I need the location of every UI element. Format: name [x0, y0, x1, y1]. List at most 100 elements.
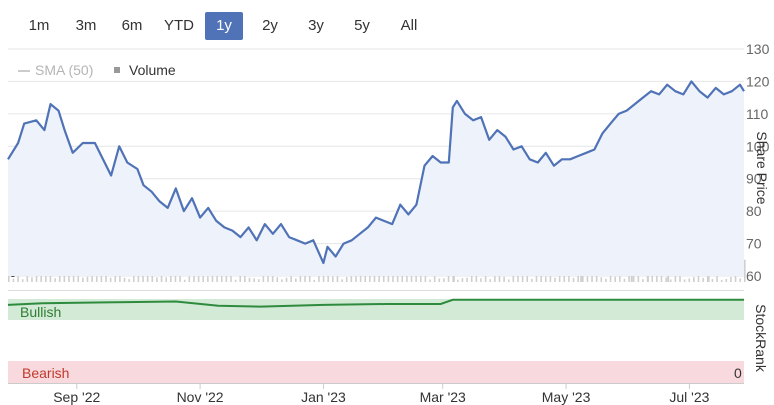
price-line	[7, 80, 745, 265]
volume-bar	[503, 276, 505, 282]
volume-bar	[628, 271, 630, 282]
range-button-3y[interactable]: 3y	[308, 17, 324, 34]
volume-bar	[739, 278, 741, 282]
volume-bar	[605, 278, 607, 282]
legend-item-volume[interactable]: Volume	[114, 62, 176, 78]
stockrank-zero-label: 0	[734, 365, 742, 381]
volume-bar	[253, 278, 255, 282]
volume-bar	[100, 270, 103, 282]
price-tick-label: 60	[746, 268, 762, 284]
volume-bar	[31, 277, 33, 282]
volume-bar	[132, 275, 135, 282]
volume-bar	[8, 275, 10, 282]
volume-bar	[146, 275, 149, 282]
volume-bar	[234, 279, 237, 282]
volume-bar	[443, 278, 445, 282]
volume-bar	[299, 273, 302, 282]
volume-bar	[179, 273, 181, 282]
price-tick-label: 110	[746, 106, 769, 122]
volume-bar	[202, 270, 205, 282]
range-button-5y[interactable]: 5y	[354, 17, 370, 34]
volume-bar	[730, 276, 732, 282]
volume-bar	[581, 270, 584, 282]
volume-bar	[494, 275, 496, 282]
volume-bar	[63, 272, 66, 282]
volume-bar	[572, 277, 575, 282]
volume-bar	[82, 277, 84, 282]
bearish-zone	[8, 361, 744, 383]
volume-bar	[568, 275, 570, 282]
range-button-ytd[interactable]: YTD	[164, 17, 194, 34]
volume-bar	[142, 275, 144, 282]
volume-bar	[489, 279, 492, 282]
range-button-all[interactable]: All	[400, 17, 418, 34]
stockrank-axis-title: StockRank	[753, 304, 769, 372]
volume-bar	[521, 275, 524, 282]
volume-bar	[693, 276, 695, 282]
volume-bar	[211, 275, 214, 282]
price-tick-label: 100	[746, 138, 770, 154]
volume-bar	[392, 270, 394, 282]
volume-bar	[54, 278, 56, 282]
volume-bar	[350, 273, 353, 282]
volume-bar	[554, 277, 556, 282]
volume-bar	[285, 277, 288, 282]
volume-bar	[26, 274, 29, 282]
volume-bar	[475, 276, 478, 282]
volume-bar	[637, 273, 640, 282]
volume-bar	[711, 279, 714, 282]
volume-bar	[702, 277, 704, 282]
volume-bar	[341, 279, 343, 282]
volume-bar	[697, 274, 700, 282]
volume-bar	[642, 279, 644, 282]
legend-item-sma[interactable]: SMA (50)	[18, 62, 93, 78]
volume-bar	[239, 272, 242, 282]
volume-bar	[49, 274, 52, 282]
volume-bar	[105, 271, 107, 282]
range-button-2y[interactable]: 2y	[262, 17, 278, 34]
volume-bar	[109, 277, 112, 282]
volume-bar	[359, 270, 362, 282]
volume-bar	[651, 270, 654, 282]
volume-bar	[498, 275, 501, 282]
volume-bar	[327, 273, 329, 282]
volume-bar	[355, 276, 357, 282]
price-tick-label: 130	[746, 41, 770, 57]
legend-sma-label: SMA (50)	[35, 62, 94, 78]
volume-bar	[318, 275, 320, 282]
range-button-3m[interactable]: 3m	[75, 17, 97, 34]
volume-bar	[12, 278, 15, 282]
x-tick-label: May '23	[542, 389, 591, 405]
bearish-label: Bearish	[22, 365, 70, 381]
volume-bar	[17, 275, 19, 282]
range-button-1y[interactable]: 1y	[205, 12, 243, 40]
volume-bar	[45, 273, 47, 282]
volume-bar	[151, 275, 154, 282]
volume-bar	[308, 275, 311, 282]
volume-bar	[77, 272, 80, 282]
volume-bar	[332, 276, 334, 282]
volume-bar	[466, 277, 468, 282]
volume-bar	[679, 273, 681, 282]
volume-bar	[507, 279, 510, 282]
volume-bar	[406, 271, 408, 282]
volume-bar	[619, 274, 621, 282]
volume-bar	[345, 276, 348, 282]
volume-bar	[419, 274, 422, 282]
volume-bar	[160, 272, 163, 282]
stockrank-line	[7, 298, 744, 308]
volume-bar	[294, 278, 297, 282]
price-tick-label: 120	[746, 73, 770, 89]
volume-bar	[387, 272, 390, 282]
range-button-1m[interactable]: 1m	[28, 17, 50, 34]
volume-bar	[128, 279, 130, 282]
range-button-6m[interactable]: 6m	[121, 17, 143, 34]
volume-bar	[438, 278, 441, 282]
volume-bar	[281, 279, 283, 282]
volume-bar	[244, 273, 246, 282]
volume-bar	[586, 276, 589, 282]
price-area	[8, 81, 744, 277]
x-tick-label: Mar '23	[420, 389, 466, 405]
volume-bar	[609, 270, 612, 282]
